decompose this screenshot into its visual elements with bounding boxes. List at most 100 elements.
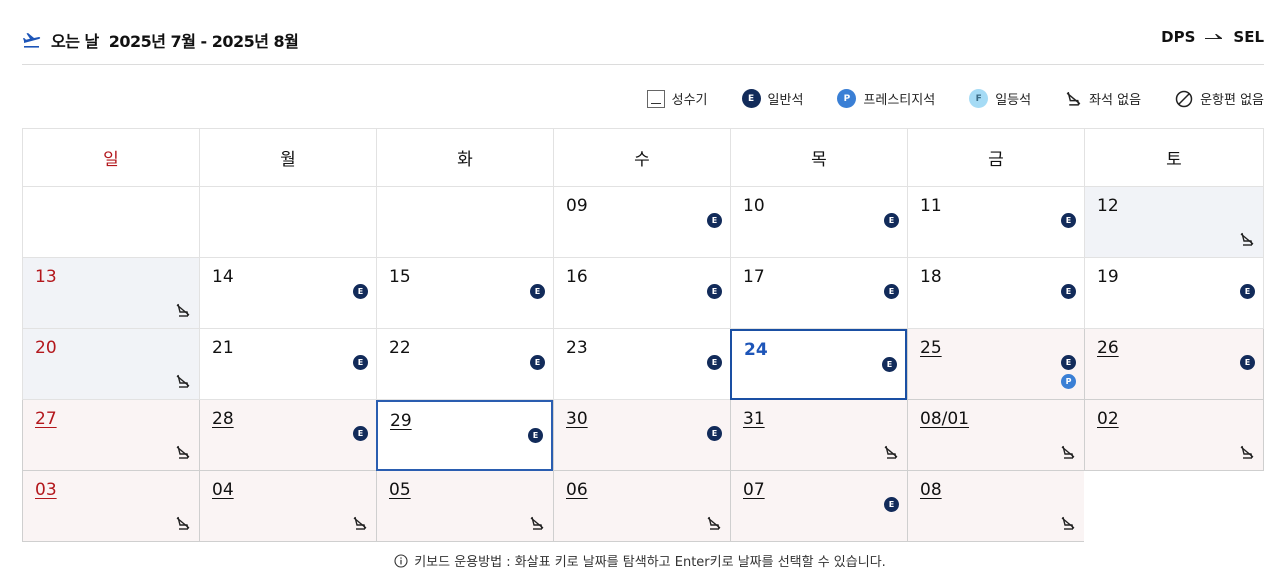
calendar-day-cell[interactable]: 29 E — [376, 400, 553, 471]
legend-label: 성수기 — [671, 93, 708, 108]
calendar-day-cell[interactable]: 25 E P — [907, 329, 1084, 400]
day-number: 19 — [1097, 267, 1119, 287]
day-number: 26 — [1097, 338, 1119, 358]
calendar-day-cell[interactable]: 16 E — [553, 258, 730, 329]
day-number: 15 — [389, 267, 411, 287]
calendar-day-cell[interactable]: 27 — [22, 400, 199, 471]
calendar-day-cell[interactable]: 03 — [22, 471, 199, 542]
calendar-day-cell[interactable]: 08 — [907, 471, 1084, 542]
no-seat-icon — [1240, 232, 1254, 246]
header-date-range: 2025년 7월 - 2025년 8월 — [108, 32, 299, 51]
weekday-header: 수 — [553, 128, 730, 187]
economy-badge-icon: E — [707, 426, 722, 441]
day-number: 21 — [212, 338, 234, 358]
calendar-day-cell[interactable]: 07 E — [730, 471, 907, 542]
economy-badge-icon: E — [884, 213, 899, 228]
no-seat-icon — [1066, 91, 1081, 106]
calendar-day-cell[interactable]: 22 E — [376, 329, 553, 400]
economy-badge-icon: E — [528, 428, 543, 443]
legend-label: 운항편 없음 — [1200, 93, 1264, 108]
day-number: 12 — [1097, 196, 1119, 216]
calendar-day-cell[interactable]: 30 E — [553, 400, 730, 471]
economy-badge-icon: E — [884, 284, 899, 299]
day-availability: E — [707, 213, 722, 228]
day-availability: E — [1240, 284, 1255, 299]
calendar-day-cell[interactable]: 31 — [730, 400, 907, 471]
day-number: 18 — [920, 267, 942, 287]
calendar-day-cell[interactable]: 23 E — [553, 329, 730, 400]
calendar-week-row: 03 04 05 06 07 E 08 — [22, 471, 1264, 542]
calendar-day-cell[interactable]: 02 — [1084, 400, 1264, 471]
day-number: 20 — [35, 338, 57, 358]
calendar-day-cell[interactable]: 12 — [1084, 187, 1264, 258]
calendar-empty-cell — [199, 187, 376, 258]
legend-economy: E 일반석 — [741, 89, 804, 108]
prestige-badge-icon: P — [837, 89, 857, 108]
economy-badge-icon: E — [353, 426, 368, 441]
day-availability — [175, 373, 191, 389]
day-availability: E — [882, 357, 897, 372]
day-availability: E — [884, 284, 899, 299]
calendar-week-row: 27 28 E 29 E 30 E 31 08/01 02 — [22, 400, 1264, 471]
calendar-day-cell[interactable]: 05 — [376, 471, 553, 542]
day-number: 29 — [390, 411, 412, 431]
keyboard-help: 키보드 운용방법 : 화살표 키로 날짜를 탐색하고 Enter키로 날짜를 선… — [0, 551, 1280, 570]
day-availability: E — [1061, 213, 1076, 228]
legend-label: 일반석 — [767, 93, 804, 108]
calendar-day-cell[interactable]: 17 E — [730, 258, 907, 329]
day-number: 11 — [920, 196, 942, 216]
calendar-day-cell[interactable]: 13 — [22, 258, 199, 329]
economy-badge-icon: E — [1240, 355, 1255, 370]
calendar-day-cell[interactable]: 11 E — [907, 187, 1084, 258]
day-number: 07 — [743, 480, 765, 500]
legend-first: F 일등석 — [969, 89, 1031, 108]
keyboard-help-text: 키보드 운용방법 : 화살표 키로 날짜를 탐색하고 Enter키로 날짜를 선… — [414, 555, 886, 570]
calendar-day-cell[interactable]: 06 — [553, 471, 730, 542]
legend-peak: 성수기 — [646, 89, 708, 108]
calendar-day-cell[interactable]: 18 E — [907, 258, 1084, 329]
no-seat-icon — [176, 374, 190, 388]
route-plane-icon — [1205, 34, 1223, 39]
calendar-day-cell[interactable]: 28 E — [199, 400, 376, 471]
calendar-day-cell[interactable]: 08/01 — [907, 400, 1084, 471]
no-seat-icon — [176, 516, 190, 530]
calendar-week-row: 20 21 E 22 E 23 E 24 E 25 E P 26 E — [22, 329, 1264, 400]
economy-badge-icon: E — [353, 355, 368, 370]
no-seat-icon — [176, 445, 190, 459]
economy-badge-icon: E — [1240, 284, 1255, 299]
day-number: 10 — [743, 196, 765, 216]
legend: 성수기 E 일반석 P 프레스티지석 F 일등석 좌석 없음 운항편 없음 — [646, 89, 1264, 108]
calendar-day-cell[interactable]: 10 E — [730, 187, 907, 258]
route-origin: DPS — [1161, 28, 1196, 46]
no-seat-icon — [530, 516, 544, 530]
calendar-day-cell[interactable]: 14 E — [199, 258, 376, 329]
route-destination: SEL — [1233, 28, 1264, 46]
day-availability: E — [884, 213, 899, 228]
calendar-day-cell[interactable]: 04 — [199, 471, 376, 542]
day-number: 09 — [566, 196, 588, 216]
calendar-day-cell[interactable]: 09 E — [553, 187, 730, 258]
day-number: 04 — [212, 480, 234, 500]
calendar-empty-cell — [1084, 471, 1264, 542]
calendar-day-cell[interactable]: 20 — [22, 329, 199, 400]
economy-badge-icon: E — [353, 284, 368, 299]
no-seat-icon — [1061, 445, 1075, 459]
calendar-day-cell[interactable]: 15 E — [376, 258, 553, 329]
calendar-day-cell[interactable]: 26 E — [1084, 329, 1264, 400]
day-number: 13 — [35, 267, 57, 287]
day-availability: E — [353, 355, 368, 370]
day-availability: E — [884, 497, 899, 512]
economy-badge-icon: E — [1061, 355, 1076, 370]
calendar-day-cell[interactable]: 19 E — [1084, 258, 1264, 329]
no-seat-icon — [176, 303, 190, 317]
weekday-header: 화 — [376, 128, 553, 187]
day-availability — [529, 515, 545, 531]
no-seat-icon — [884, 445, 898, 459]
day-number: 27 — [35, 409, 57, 429]
calendar-day-cell[interactable]: 21 E — [199, 329, 376, 400]
day-number: 24 — [744, 340, 768, 360]
calendar-day-cell[interactable]: 24 E — [730, 329, 907, 400]
route: DPS SEL — [1161, 28, 1264, 46]
